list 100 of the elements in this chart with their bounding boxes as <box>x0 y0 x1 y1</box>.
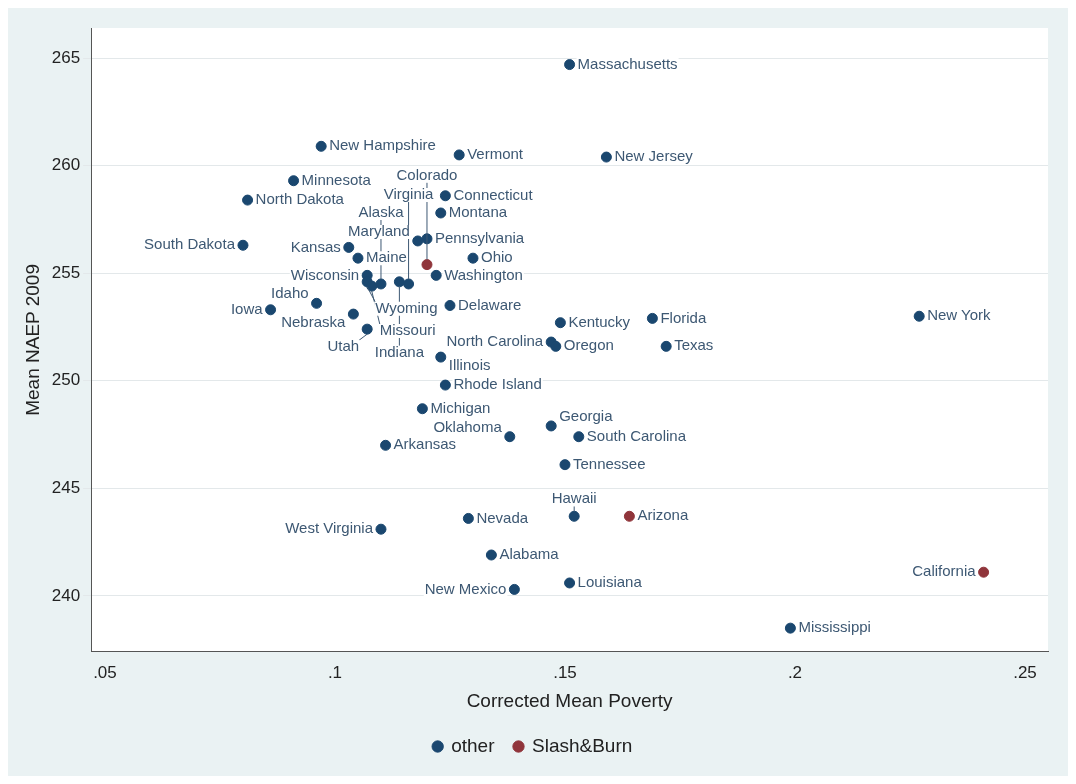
annotation: Montana <box>448 203 508 221</box>
annotation: Oregon <box>563 336 614 354</box>
y-tick-label: 240 <box>51 585 81 605</box>
point <box>237 239 249 251</box>
annotation: Colorado <box>396 165 458 183</box>
point <box>978 566 990 578</box>
annotation: Vermont <box>467 145 524 163</box>
point <box>375 523 387 535</box>
annotation: Utah <box>327 337 360 355</box>
point <box>660 340 672 352</box>
x-tick-label: .2 <box>787 662 803 682</box>
annotation: Michigan <box>430 398 491 416</box>
point <box>352 252 364 264</box>
point <box>439 190 451 202</box>
annotation: Kentucky <box>568 312 631 330</box>
point <box>623 510 635 522</box>
annotation: Texas <box>674 336 714 354</box>
point <box>439 379 451 391</box>
annotation: New York <box>927 306 992 324</box>
point <box>416 403 428 415</box>
annotation: Georgia <box>559 407 614 425</box>
annotation: Maryland <box>348 222 410 240</box>
point <box>265 304 277 316</box>
point <box>545 420 557 432</box>
annotation: New Mexico <box>424 579 507 597</box>
annotation: Louisiana <box>577 573 643 591</box>
annotation: Maine <box>365 248 407 266</box>
x-axis-title: Corrected Mean Poverty <box>466 689 674 711</box>
annotation: Wisconsin <box>290 265 360 283</box>
annotation: South Carolina <box>586 426 687 444</box>
annotation: Hawaii <box>551 489 597 507</box>
point <box>467 252 479 264</box>
annotation: Washington <box>444 265 523 283</box>
point <box>380 439 392 451</box>
annotation: Kansas <box>290 237 341 255</box>
annotation: Idaho <box>271 284 309 302</box>
point <box>646 312 658 324</box>
y-tick-label: 250 <box>51 370 81 390</box>
point <box>573 431 585 443</box>
x-tick-label: .05 <box>93 662 117 682</box>
point <box>343 241 355 253</box>
annotation: Nebraska <box>281 313 347 331</box>
point <box>288 175 300 187</box>
point <box>315 140 327 152</box>
annotation: Wyoming <box>375 298 438 316</box>
point <box>559 459 571 471</box>
annotation: Mississippi <box>798 618 871 636</box>
point <box>393 276 405 288</box>
point <box>504 431 516 443</box>
x-tick-label: .15 <box>553 662 577 682</box>
annotation: Arkansas <box>393 435 457 453</box>
annotation: New Hampshire <box>329 136 436 154</box>
annotation: Alabama <box>499 545 560 563</box>
y-tick-label: 265 <box>51 47 81 67</box>
point <box>375 278 387 290</box>
point <box>564 577 576 589</box>
y-axis-title: Mean NAEP 2009 <box>21 264 43 416</box>
point <box>311 297 323 309</box>
annotation: West Virginia <box>285 519 374 537</box>
point <box>435 207 447 219</box>
annotation: Connecticut <box>453 185 534 203</box>
annotation: Minnesota <box>301 170 372 188</box>
point <box>485 549 497 561</box>
annotation: Alaska <box>358 203 405 221</box>
point <box>508 583 520 595</box>
point <box>444 299 456 311</box>
point <box>347 308 359 320</box>
annotation: Virginia <box>383 185 435 203</box>
annotation: North Dakota <box>255 190 345 208</box>
annotation: Arizona <box>637 506 689 524</box>
annotation: Indiana <box>374 342 425 360</box>
x-tick-label: .25 <box>1013 662 1037 682</box>
legend-label: other <box>451 734 496 756</box>
legend-label: Slash&Burn <box>531 734 633 756</box>
annotation: South Dakota <box>144 235 236 253</box>
annotation: Illinois <box>448 356 491 374</box>
point <box>784 622 796 634</box>
y-tick-label: 245 <box>51 478 81 498</box>
x-tick-label: .1 <box>327 662 343 682</box>
y-tick-label: 260 <box>51 155 81 175</box>
point <box>403 278 415 290</box>
annotation: Oklahoma <box>433 417 503 435</box>
annotation: North Carolina <box>446 332 544 350</box>
annotation: Florida <box>660 308 707 326</box>
annotation: Missouri <box>379 321 436 339</box>
point <box>435 351 447 363</box>
point <box>462 512 474 524</box>
annotation: Massachusetts <box>577 54 678 72</box>
annotation: Delaware <box>457 295 522 313</box>
annotation: Nevada <box>476 508 529 526</box>
annotation: Rhode Island <box>453 375 542 393</box>
point <box>600 151 612 163</box>
point <box>361 323 373 335</box>
point <box>568 510 580 522</box>
point <box>430 269 442 281</box>
point <box>554 317 566 329</box>
y-tick-label: 255 <box>51 262 81 282</box>
annotation: Tennessee <box>572 454 646 472</box>
point <box>242 194 254 206</box>
annotation: Pennsylvania <box>434 228 525 246</box>
